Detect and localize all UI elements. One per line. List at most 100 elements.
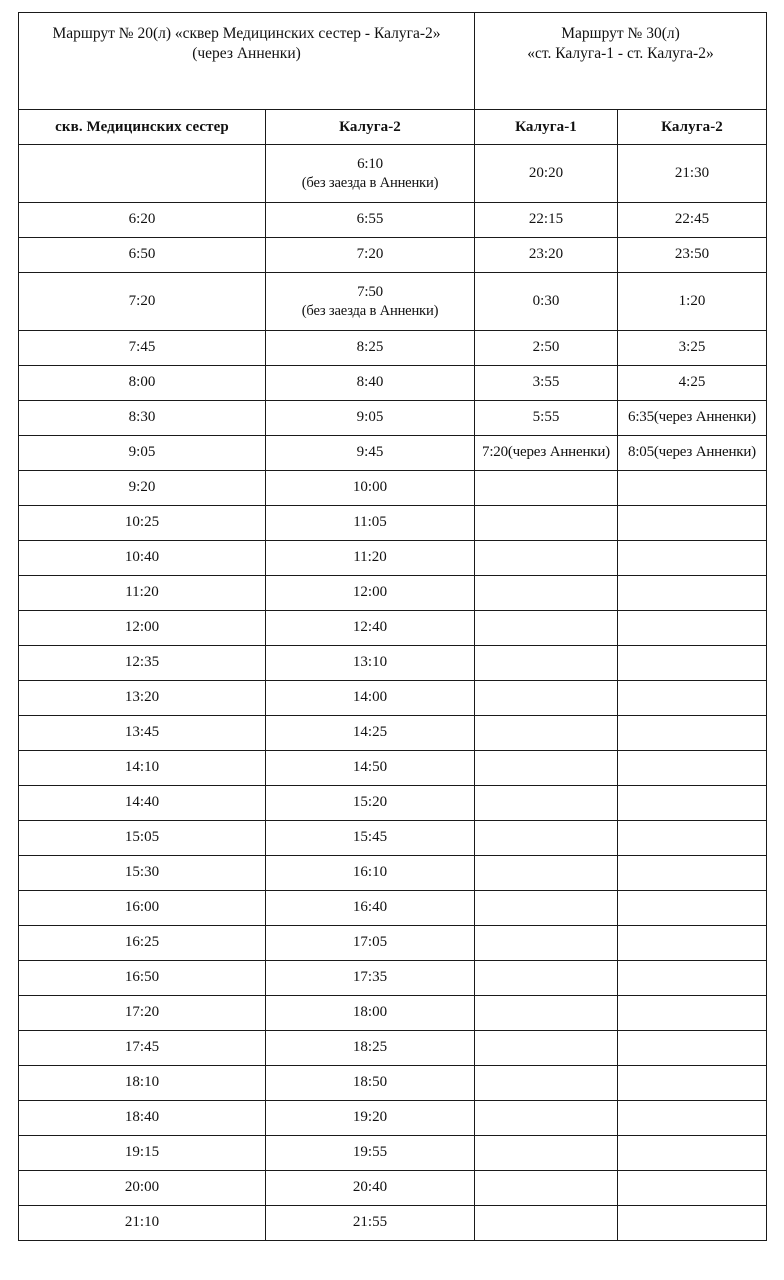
departure-time-cell: 12:00 [265, 575, 475, 611]
departure-time-cell: 9:05 [18, 435, 266, 471]
departure-time-cell: 7:20 [265, 237, 475, 273]
departure-time-cell: 17:35 [265, 960, 475, 996]
departure-time-cell: 20:40 [265, 1170, 475, 1206]
departure-time-cell: 23:20 [474, 237, 618, 273]
empty-cell [474, 890, 618, 926]
departure-time-cell: 9:05 [265, 400, 475, 436]
column-header-kaluga-2-route20: Калуга-2 [265, 109, 475, 145]
table-row: 15:30 16:10 [18, 855, 767, 891]
departure-time-cell: 16:50 [18, 960, 266, 996]
empty-cell [617, 575, 767, 611]
route-30-title-cell: Маршрут № 30(л) «ст. Калуга-1 - ст. Калу… [474, 12, 767, 110]
departure-time-cell: 16:25 [18, 925, 266, 961]
departure-time: 6:10 [357, 155, 383, 172]
departure-time-cell: 10:40 [18, 540, 266, 576]
departure-time-cell: 6:35(через Анненки) [617, 400, 767, 436]
departure-time-cell: 13:10 [265, 645, 475, 681]
table-row: 16:25 17:05 [18, 925, 767, 961]
empty-cell [617, 1170, 767, 1206]
departure-time-cell: 13:20 [18, 680, 266, 716]
route-20-title-line1: Маршрут № 20(л) «сквер Медицинских сесте… [52, 25, 441, 42]
route-30-title-line2: «ст. Калуга-1 - ст. Калуга-2» [527, 45, 714, 63]
table-row: 18:10 18:50 [18, 1065, 767, 1101]
departure-time-cell: 18:00 [265, 995, 475, 1031]
departure-time-cell: 18:40 [18, 1100, 266, 1136]
empty-cell [617, 680, 767, 716]
table-row: 16:50 17:35 [18, 960, 767, 996]
departure-time-cell: 13:45 [18, 715, 266, 751]
empty-cell [474, 505, 618, 541]
empty-cell [617, 1030, 767, 1066]
empty-cell [617, 785, 767, 821]
table-row: 13:20 14:00 [18, 680, 767, 716]
table-row: 20:00 20:40 [18, 1170, 767, 1206]
departure-time-cell: 22:15 [474, 202, 618, 238]
table-row: 19:15 19:55 [18, 1135, 767, 1171]
table-row: 12:35 13:10 [18, 645, 767, 681]
empty-cell [474, 470, 618, 506]
departure-time-cell: 9:45 [265, 435, 475, 471]
empty-cell [617, 925, 767, 961]
table-row: 6:50 7:20 23:20 23:50 [18, 237, 767, 273]
empty-cell [617, 890, 767, 926]
departure-time-cell: 3:25 [617, 330, 767, 366]
table-row: 16:00 16:40 [18, 890, 767, 926]
departure-time-cell: 6:10 (без заезда в Анненки) [265, 144, 475, 203]
table-row: 7:45 8:25 2:50 3:25 [18, 330, 767, 366]
empty-cell [474, 925, 618, 961]
departure-time-cell: 19:15 [18, 1135, 266, 1171]
table-row: 9:05 9:45 7:20(через Анненки) 8:05(через Ан… [18, 435, 767, 471]
column-header-skver-medsester: скв. Медицинских сестер [18, 109, 266, 145]
empty-cell [474, 995, 618, 1031]
departure-time-cell: 4:25 [617, 365, 767, 401]
empty-cell [474, 645, 618, 681]
empty-cell [617, 995, 767, 1031]
empty-cell [617, 750, 767, 786]
departure-note: (без заезда в Анненки) [301, 174, 439, 191]
table-row: 9:20 10:00 [18, 470, 767, 506]
table-row: 17:45 18:25 [18, 1030, 767, 1066]
empty-cell [617, 645, 767, 681]
departure-time-cell: 14:40 [18, 785, 266, 821]
empty-cell [617, 1100, 767, 1136]
empty-cell [617, 505, 767, 541]
departure-time-cell: 8:00 [18, 365, 266, 401]
departure-time-cell: 6:50 [18, 237, 266, 273]
departure-time-cell: 15:05 [18, 820, 266, 856]
departure-time-cell: 8:25 [265, 330, 475, 366]
table-row: 15:05 15:45 [18, 820, 767, 856]
empty-cell [474, 540, 618, 576]
table-row: 14:10 14:50 [18, 750, 767, 786]
route-30-title-line1: Маршрут № 30(л) [561, 25, 680, 42]
departure-time-cell: 21:55 [265, 1205, 475, 1241]
departure-time-cell: 23:50 [617, 237, 767, 273]
departure-time-cell: 12:35 [18, 645, 266, 681]
departure-time-cell: 8:40 [265, 365, 475, 401]
table-row: 12:00 12:40 [18, 610, 767, 646]
table-row: 6:10 (без заезда в Анненки) 20:20 21:30 [18, 144, 767, 203]
departure-note: (без заезда в Анненки) [301, 302, 439, 319]
column-header-kaluga-1: Калуга-1 [474, 109, 618, 145]
empty-cell [474, 1135, 618, 1171]
table-row: 14:40 15:20 [18, 785, 767, 821]
departure-time: 7:50 [357, 283, 383, 300]
departure-time-cell: 15:20 [265, 785, 475, 821]
empty-cell [617, 610, 767, 646]
table-row: 6:20 6:55 22:15 22:45 [18, 202, 767, 238]
departure-time-cell: 15:30 [18, 855, 266, 891]
departure-time-cell: 17:45 [18, 1030, 266, 1066]
departure-time-cell: 7:45 [18, 330, 266, 366]
table-row: 10:25 11:05 [18, 505, 767, 541]
departure-time-cell: 21:30 [617, 144, 767, 203]
empty-cell [18, 144, 266, 203]
departure-time-cell: 20:00 [18, 1170, 266, 1206]
departure-time-cell: 10:25 [18, 505, 266, 541]
departure-time-cell: 16:40 [265, 890, 475, 926]
departure-time-cell: 18:50 [265, 1065, 475, 1101]
departure-time-cell: 21:10 [18, 1205, 266, 1241]
empty-cell [474, 1205, 618, 1241]
empty-cell [617, 820, 767, 856]
empty-cell [474, 680, 618, 716]
table-row: 17:20 18:00 [18, 995, 767, 1031]
